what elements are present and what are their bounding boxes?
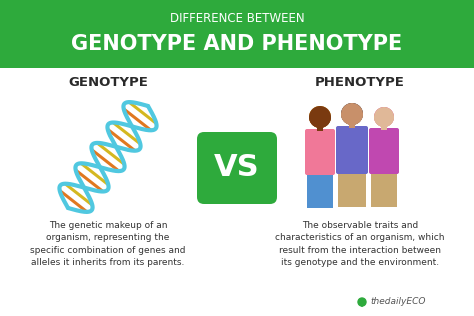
- Text: The observable traits and
characteristics of an organism, which
result from the : The observable traits and characteristic…: [275, 221, 445, 267]
- FancyBboxPatch shape: [305, 129, 335, 175]
- FancyBboxPatch shape: [317, 126, 323, 131]
- FancyBboxPatch shape: [369, 128, 399, 174]
- Text: PHENOTYPE: PHENOTYPE: [315, 76, 405, 89]
- Circle shape: [374, 107, 394, 127]
- Circle shape: [309, 106, 331, 128]
- Circle shape: [341, 103, 363, 125]
- FancyBboxPatch shape: [381, 125, 387, 130]
- Text: GENOTYPE AND PHENOTYPE: GENOTYPE AND PHENOTYPE: [72, 34, 402, 54]
- FancyBboxPatch shape: [349, 123, 355, 128]
- Wedge shape: [341, 114, 363, 125]
- FancyBboxPatch shape: [307, 173, 333, 208]
- Wedge shape: [374, 117, 394, 127]
- FancyBboxPatch shape: [338, 172, 366, 207]
- Circle shape: [341, 103, 363, 125]
- Text: GENOTYPE: GENOTYPE: [68, 76, 148, 89]
- Circle shape: [374, 107, 394, 127]
- Text: VS: VS: [214, 154, 260, 183]
- FancyBboxPatch shape: [336, 126, 368, 174]
- Text: thedailyECO: thedailyECO: [370, 297, 426, 307]
- FancyBboxPatch shape: [197, 132, 277, 204]
- Text: The genetic makeup of an
organism, representing the
specific combination of gene: The genetic makeup of an organism, repre…: [30, 221, 186, 267]
- FancyBboxPatch shape: [0, 0, 474, 68]
- Text: DIFFERENCE BETWEEN: DIFFERENCE BETWEEN: [170, 11, 304, 25]
- Wedge shape: [309, 117, 331, 128]
- Circle shape: [358, 298, 366, 306]
- Circle shape: [309, 106, 331, 128]
- FancyBboxPatch shape: [371, 172, 397, 207]
